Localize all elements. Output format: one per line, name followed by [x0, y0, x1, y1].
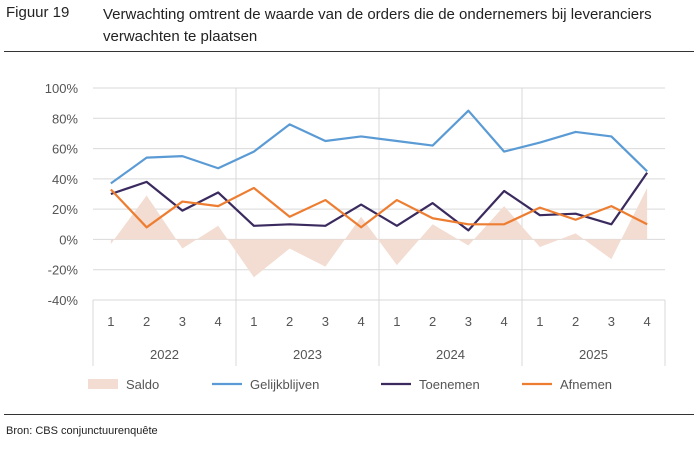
- series-line-afnemen: [110, 186, 648, 229]
- x-tick-label: 4: [358, 314, 365, 329]
- x-tick-label: 4: [501, 314, 508, 329]
- y-tick-label: -20%: [48, 263, 79, 278]
- x-tick-label: 3: [322, 314, 329, 329]
- x-tick-label: 1: [393, 314, 400, 329]
- legend-label-toenemen: Toenemen: [419, 377, 480, 392]
- x-tick-label: 4: [644, 314, 651, 329]
- y-tick-label: 40%: [52, 172, 78, 187]
- y-tick-label: 80%: [52, 111, 78, 126]
- figure-number: Figuur 19: [6, 4, 70, 21]
- top-rule: [4, 51, 694, 52]
- x-tick-label: 1: [536, 314, 543, 329]
- x-tick-label: 2: [429, 314, 436, 329]
- x-tick-label: 2: [286, 314, 293, 329]
- y-tick-label: -40%: [48, 293, 79, 308]
- x-tick-label: 3: [608, 314, 615, 329]
- y-tick-label: 60%: [52, 142, 78, 157]
- series-line-gelijkblijven: [110, 109, 648, 185]
- bottom-rule: [4, 414, 694, 415]
- legend-swatch-saldo: [88, 379, 118, 389]
- x-tick-label: 1: [250, 314, 257, 329]
- x-group-label: 2024: [436, 347, 465, 362]
- legend-label-afnemen: Afnemen: [560, 377, 612, 392]
- x-group-label: 2025: [579, 347, 608, 362]
- legend-label-gelijkblijven: Gelijkblijven: [250, 377, 319, 392]
- source-note: Bron: CBS conjunctuurenquête: [6, 425, 158, 437]
- x-group-label: 2022: [150, 347, 179, 362]
- x-tick-label: 3: [465, 314, 472, 329]
- series-area-saldo: [110, 187, 648, 278]
- y-tick-label: 20%: [52, 202, 78, 217]
- legend-label-saldo: Saldo: [126, 377, 159, 392]
- x-tick-label: 2: [143, 314, 150, 329]
- y-tick-label: 0%: [59, 232, 78, 247]
- x-tick-label: 3: [179, 314, 186, 329]
- x-group-label: 2023: [293, 347, 322, 362]
- x-tick-label: 1: [107, 314, 114, 329]
- x-tick-label: 4: [215, 314, 222, 329]
- figure-title: Verwachting omtrent de waarde van de ord…: [103, 6, 652, 45]
- y-tick-label: 100%: [45, 81, 79, 96]
- x-tick-label: 2: [572, 314, 579, 329]
